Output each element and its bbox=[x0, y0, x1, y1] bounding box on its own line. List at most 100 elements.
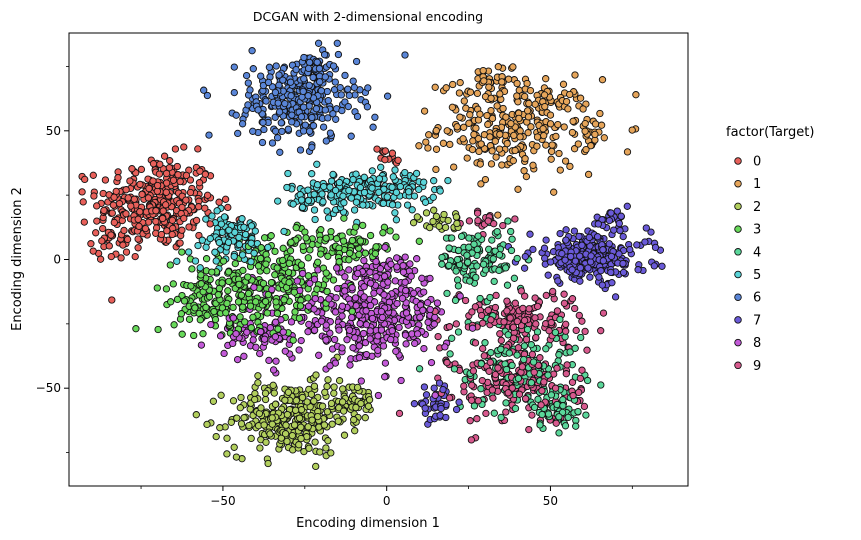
data-point-target-5 bbox=[444, 176, 452, 185]
legend-marker bbox=[734, 270, 742, 279]
data-point-target-4 bbox=[505, 349, 513, 357]
data-point-target-9 bbox=[474, 397, 482, 405]
data-point-target-3 bbox=[259, 279, 268, 288]
data-point-target-1 bbox=[523, 107, 532, 115]
data-point-target-0 bbox=[99, 189, 107, 198]
data-point-target-7 bbox=[576, 277, 584, 285]
data-point-target-4 bbox=[513, 254, 521, 263]
data-point-target-5 bbox=[211, 248, 219, 256]
data-point-target-6 bbox=[322, 137, 330, 145]
data-point-target-4 bbox=[574, 407, 582, 416]
legend-items: 0 1 2 3 4 5 6 7 8 9 bbox=[734, 155, 761, 374]
data-point-target-0 bbox=[136, 180, 144, 189]
chart-title: DCGAN with 2-dimensional encoding bbox=[253, 9, 483, 24]
data-point-target-1 bbox=[564, 105, 572, 113]
data-point-target-4 bbox=[470, 240, 478, 248]
data-point-target-9 bbox=[492, 291, 500, 300]
data-point-target-5 bbox=[264, 243, 272, 252]
data-point-target-8 bbox=[362, 350, 371, 359]
legend-marker bbox=[734, 157, 742, 165]
data-point-target-6 bbox=[301, 121, 309, 129]
data-point-target-8 bbox=[266, 324, 275, 332]
data-point-target-1 bbox=[571, 71, 579, 79]
data-point-target-1 bbox=[485, 83, 493, 91]
data-point-target-6 bbox=[364, 84, 372, 92]
data-point-target-8 bbox=[348, 284, 356, 292]
data-point-target-7 bbox=[617, 212, 625, 220]
data-point-target-2 bbox=[217, 391, 225, 399]
data-point-target-3 bbox=[304, 254, 312, 262]
data-point-target-7 bbox=[599, 257, 607, 265]
legend-item: 5 bbox=[734, 268, 761, 283]
data-point-target-0 bbox=[108, 209, 116, 217]
data-point-target-3 bbox=[167, 298, 175, 306]
data-point-target-1 bbox=[443, 127, 451, 135]
data-point-target-7 bbox=[593, 233, 602, 241]
data-point-target-1 bbox=[498, 78, 506, 86]
data-point-target-9 bbox=[488, 386, 497, 394]
data-point-target-5 bbox=[349, 175, 357, 184]
data-point-target-9 bbox=[509, 334, 518, 342]
data-point-target-6 bbox=[265, 63, 274, 71]
data-point-target-8 bbox=[366, 279, 375, 287]
data-point-target-8 bbox=[304, 302, 313, 310]
data-point-target-8 bbox=[366, 268, 374, 276]
data-point-target-9 bbox=[520, 316, 529, 325]
data-point-target-6 bbox=[272, 62, 280, 70]
data-point-target-5 bbox=[196, 264, 204, 272]
data-point-target-3 bbox=[218, 279, 226, 287]
data-point-target-8 bbox=[399, 268, 408, 276]
data-point-target-2 bbox=[335, 376, 344, 385]
data-point-target-7 bbox=[619, 259, 627, 268]
data-point-target-7 bbox=[526, 230, 534, 238]
data-point-target-1 bbox=[462, 104, 470, 112]
legend-marker bbox=[734, 293, 742, 301]
data-point-target-7 bbox=[642, 224, 650, 232]
data-point-target-4 bbox=[466, 277, 474, 285]
legend-item: 8 bbox=[734, 336, 761, 351]
data-point-target-9 bbox=[580, 402, 589, 411]
data-point-target-2 bbox=[251, 395, 259, 404]
data-point-target-8 bbox=[293, 277, 301, 285]
data-point-target-2 bbox=[209, 397, 218, 405]
data-point-target-1 bbox=[574, 140, 582, 148]
data-point-target-9 bbox=[465, 217, 474, 225]
data-point-target-5 bbox=[339, 192, 347, 200]
data-point-target-8 bbox=[381, 243, 389, 251]
data-point-target-4 bbox=[513, 351, 521, 359]
data-point-target-9 bbox=[522, 335, 531, 344]
data-point-target-3 bbox=[197, 280, 205, 288]
data-point-target-3 bbox=[287, 238, 295, 246]
data-point-target-2 bbox=[327, 399, 336, 408]
data-point-target-2 bbox=[327, 449, 335, 457]
data-point-target-5 bbox=[289, 200, 297, 208]
data-point-target-4 bbox=[448, 334, 456, 342]
data-point-target-4 bbox=[495, 251, 504, 259]
data-point-target-9 bbox=[445, 323, 454, 331]
data-point-target-4 bbox=[476, 294, 484, 303]
data-point-target-2 bbox=[256, 444, 264, 452]
data-point-target-5 bbox=[284, 169, 292, 178]
data-point-target-3 bbox=[279, 256, 287, 265]
data-point-target-5 bbox=[405, 188, 413, 196]
data-point-target-9 bbox=[471, 339, 480, 347]
data-point-target-8 bbox=[430, 320, 438, 328]
data-point-target-3 bbox=[239, 266, 247, 275]
data-point-target-7 bbox=[594, 220, 602, 228]
data-point-target-7 bbox=[541, 254, 549, 262]
data-point-target-0 bbox=[124, 194, 132, 202]
data-point-target-4 bbox=[502, 264, 510, 272]
data-point-target-1 bbox=[439, 139, 448, 147]
data-point-target-3 bbox=[249, 313, 257, 321]
data-point-target-7 bbox=[571, 257, 580, 265]
data-point-target-2 bbox=[268, 414, 276, 422]
data-point-target-0 bbox=[112, 187, 120, 196]
data-point-target-2 bbox=[430, 206, 438, 214]
data-point-target-4 bbox=[450, 365, 459, 373]
data-point-target-5 bbox=[368, 184, 376, 192]
data-point-target-6 bbox=[344, 102, 352, 111]
data-point-target-4 bbox=[481, 339, 489, 347]
points-layer bbox=[78, 39, 666, 471]
data-point-target-9 bbox=[500, 318, 508, 326]
data-point-target-6 bbox=[331, 78, 339, 86]
